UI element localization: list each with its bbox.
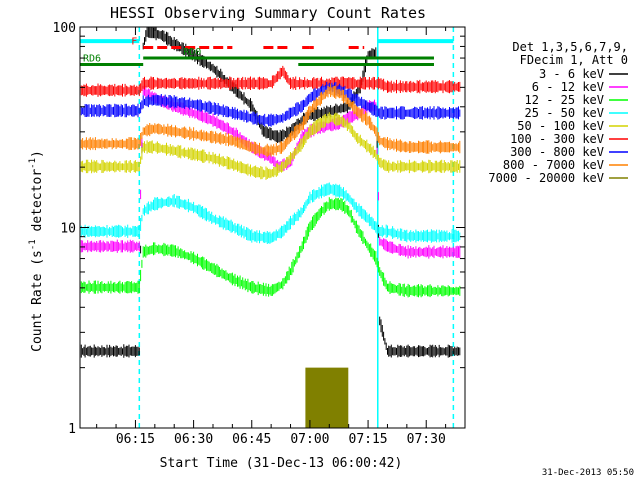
timestamp: 31-Dec-2013 05:50: [542, 468, 634, 478]
x-tick-label-1: 06:30: [174, 432, 213, 447]
legend-label-2: 12 - 25 keV: [525, 93, 604, 107]
x-tick-label-3: 07:00: [290, 432, 329, 447]
x-tick-label-4: 07:15: [349, 432, 388, 447]
series-line-5: [80, 65, 461, 97]
x-tick-label-0: 06:15: [116, 432, 155, 447]
y-axis-label: Count Rate (s-1 detector-1): [28, 150, 45, 352]
y-axis-label-sup2: -1: [28, 158, 38, 169]
flag-label-rd6: RD6: [83, 54, 101, 65]
legend: Det 1,3,5,6,7,9, FDecim 1, Att 0 3 - 6 k…: [488, 40, 628, 185]
y-tick-label-1: 10: [60, 222, 76, 237]
legend-label-0: 3 - 6 keV: [539, 67, 604, 81]
series-line-2: [80, 197, 461, 298]
legend-label-6: 300 - 800 keV: [510, 145, 604, 159]
y-axis-label-sup: -1: [28, 239, 38, 250]
y-axis-label-main: Count Rate (s: [30, 250, 45, 352]
y-axis-label-tail: detector: [30, 169, 45, 240]
x-axis-label: Start Time (31-Dec-13 06:00:42): [160, 456, 403, 471]
y-tick-label-0: 1: [68, 422, 76, 437]
chart-title: HESSI Observing Summary Count Rates: [110, 4, 426, 22]
flag-label-f: F: [131, 37, 137, 48]
x-tick-label-5: 07:30: [407, 432, 446, 447]
y-axis-label-close: ): [30, 150, 45, 158]
legend-label-3: 25 - 50 keV: [525, 106, 604, 120]
plot-area: [80, 27, 461, 428]
legend-label-7: 800 - 7000 keV: [503, 158, 604, 172]
series-line-8: [305, 367, 349, 428]
flag-label-rd0: RD0: [183, 47, 201, 58]
legend-label-4: 50 - 100 keV: [517, 119, 604, 133]
series-line-3: [80, 182, 461, 244]
y-tick-label-2: 100: [53, 21, 76, 36]
x-tick-label-2: 06:45: [232, 432, 271, 447]
legend-label-8: 7000 - 20000 keV: [488, 171, 604, 185]
legend-header-line-2: FDecim 1, Att 0: [520, 53, 628, 67]
series-line-4: [80, 112, 461, 180]
legend-label-1: 6 - 12 keV: [532, 80, 604, 94]
legend-label-5: 100 - 300 keV: [510, 132, 604, 146]
series-line-7: [80, 84, 461, 158]
series-line-0: [80, 27, 461, 358]
legend-header-line-1: Det 1,3,5,6,7,9,: [512, 40, 628, 54]
